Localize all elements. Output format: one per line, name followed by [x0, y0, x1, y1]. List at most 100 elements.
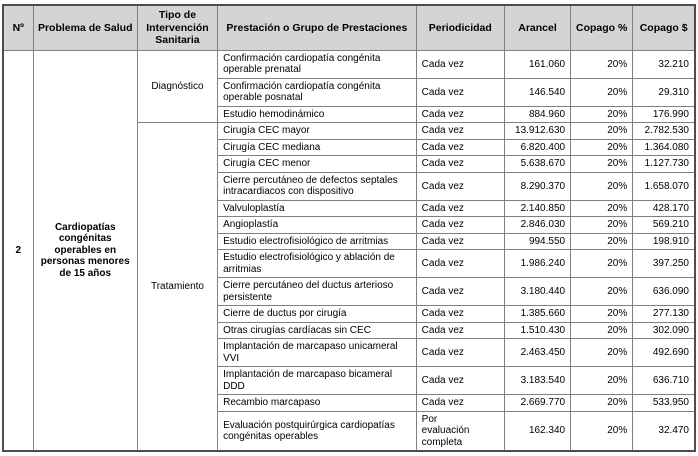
cell-arancel: 1.385.660 — [503, 305, 572, 323]
cell-prestacion: Estudio electrofisiológico de arritmias — [217, 232, 417, 251]
table-row: Evaluación postquirúrgica cardiopatías c… — [3, 410, 696, 452]
cell-periodicidad: Cada vez — [415, 338, 505, 368]
cell-periodicidad: Cada vez — [415, 366, 505, 396]
col-header-tipo: Tipo de Intervención Sanitaria — [136, 4, 219, 51]
table-row: Implantación de marcapaso unicameral VVI… — [3, 338, 696, 368]
cell-periodicidad-text: Cada vez — [421, 202, 464, 214]
cell-periodicidad: Cada vez — [415, 105, 505, 124]
cell-copago-pct: 20% — [570, 305, 634, 323]
cell-arancel: 2.846.030 — [503, 216, 572, 234]
cell-periodicidad-text: Cada vez — [421, 258, 464, 270]
cell-periodicidad: Cada vez — [415, 138, 505, 157]
cell-periodicidad: Cada vez — [415, 216, 505, 234]
cell-copago-pct: 20% — [570, 394, 634, 412]
cell-copago-amt: 176.990 — [632, 105, 696, 124]
cell-periodicidad-text: Cada vez — [421, 397, 464, 409]
cell-copago-amt: 492.690 — [632, 338, 696, 368]
cell-arancel: 146.540 — [503, 77, 572, 107]
cell-copago-amt: 1.658.070 — [632, 171, 696, 201]
cell-periodicidad-text: Cada vez — [421, 180, 464, 192]
table-row: Implantación de marcapaso bicameral DDD C… — [3, 366, 696, 396]
cell-periodicidad-text: Cada vez — [421, 347, 464, 359]
cell-arancel: 161.060 — [503, 49, 572, 79]
table-row: Angioplastía Cada vez 2.846.030 20% 569.210 — [3, 216, 696, 234]
cell-arancel: 884.960 — [503, 105, 572, 124]
table-body: 2 Cardiopatías congénitas operables en pe… — [2, 49, 696, 452]
cell-arancel: 994.550 — [503, 232, 572, 251]
cell-arancel: 6.820.400 — [503, 138, 572, 157]
cell-periodicidad: Cada vez — [415, 49, 505, 79]
cell-periodicidad: Cada vez — [415, 199, 505, 218]
col-header-copago-amt: Copago $ — [632, 4, 696, 51]
col-header-copago-pct: Copago % — [570, 4, 634, 51]
cell-periodicidad: Cada vez — [415, 122, 505, 140]
cell-arancel: 3.183.540 — [503, 366, 572, 396]
cell-periodicidad: Cada vez — [415, 277, 505, 307]
cell-prestacion: Estudio hemodinámico — [217, 105, 417, 124]
cell-copago-pct: 20% — [570, 338, 634, 368]
cell-copago-pct: 20% — [570, 277, 634, 307]
cell-periodicidad-text: Cada vez — [421, 235, 464, 247]
cell-copago-amt: 569.210 — [632, 216, 696, 234]
cell-prestacion: Implantación de marcapaso unicameral VVI — [217, 338, 417, 368]
cell-prestacion: Cierre de ductus por cirugía — [217, 305, 417, 323]
cell-arancel: 162.340 — [503, 410, 572, 452]
benefits-table: Nº Problema de Salud Tipo de Intervenció… — [2, 4, 696, 453]
cell-periodicidad-text: Cada vez — [421, 158, 464, 170]
cell-prestacion: Estudio electrofisiológico y ablación de… — [217, 249, 417, 279]
cell-periodicidad: Cada vez — [415, 232, 505, 251]
cell-arancel: 1.510.430 — [503, 321, 572, 340]
header-row: Nº Problema de Salud Tipo de Intervenció… — [2, 4, 696, 51]
cell-prestacion: Implantación de marcapaso bicameral DDD — [217, 366, 417, 396]
cell-periodicidad: Por evaluación completa — [415, 410, 505, 452]
col-header-periodicidad: Periodicidad — [415, 4, 505, 51]
table-row: Cirugía CEC mediana Cada vez 6.820.400 20% 1… — [3, 138, 696, 157]
cell-copago-amt: 302.090 — [632, 321, 696, 340]
table-row: Estudio electrofisiológico de arritmias C… — [3, 232, 696, 251]
cell-copago-pct: 20% — [570, 138, 634, 157]
cell-arancel: 2.669.770 — [503, 394, 572, 412]
cell-copago-pct: 20% — [570, 77, 634, 107]
cell-prestacion: Cierre percutáneo de defectos septales i… — [217, 171, 417, 201]
cell-copago-pct: 20% — [570, 49, 634, 79]
cell-periodicidad: Cada vez — [415, 171, 505, 201]
cell-copago-pct: 20% — [570, 199, 634, 218]
cell-periodicidad-text: Cada vez — [421, 86, 464, 98]
table-header: Nº Problema de Salud Tipo de Intervenció… — [2, 4, 696, 51]
table-row: Recambio marcapaso Cada vez 2.669.770 20% 53… — [3, 394, 696, 412]
cell-copago-amt: 1.364.080 — [632, 138, 696, 157]
cell-periodicidad-text: Cada vez — [421, 141, 464, 153]
cell-prestacion: Cirugía CEC mayor — [217, 122, 417, 140]
cell-copago-pct: 20% — [570, 216, 634, 234]
cell-arancel: 1.986.240 — [503, 249, 572, 279]
cell-periodicidad: Cada vez — [415, 305, 505, 323]
cell-copago-pct: 20% — [570, 155, 634, 173]
cell-copago-pct: 20% — [570, 321, 634, 340]
cell-periodicidad-text: Cada vez — [421, 108, 464, 120]
cell-periodicidad-text: Cada vez — [421, 286, 464, 298]
cell-arancel: 13.912.630 — [503, 122, 572, 140]
table-row: Cierre percutáneo del ductus arterioso p… — [3, 277, 696, 307]
cell-copago-amt: 277.130 — [632, 305, 696, 323]
cell-periodicidad-text: Cada vez — [421, 324, 464, 336]
cell-prestacion: Cirugía CEC menor — [217, 155, 417, 173]
cell-periodicidad: Cada vez — [415, 77, 505, 107]
table-row: 2 Cardiopatías congénitas operables en pe… — [2, 49, 696, 452]
cell-periodicidad: Cada vez — [415, 155, 505, 173]
cell-periodicidad-text: Cada vez — [421, 125, 464, 137]
cell-problem-number: 2 — [2, 49, 34, 452]
table-row: Cirugía CEC menor Cada vez 5.638.670 20% 1.1… — [3, 155, 696, 173]
cell-periodicidad-text: Cada vez — [421, 219, 464, 231]
col-header-problema: Problema de Salud — [32, 4, 138, 51]
table-row: Confirmación cardiopatía congénita opera… — [3, 77, 696, 107]
cell-copago-amt: 397.250 — [632, 249, 696, 279]
cell-periodicidad-text: Cada vez — [421, 58, 464, 70]
cell-arancel: 5.638.670 — [503, 155, 572, 173]
cell-problem-name: Cardiopatías congénitas operables en per… — [32, 49, 138, 452]
cell-copago-pct: 20% — [570, 122, 634, 140]
cell-section-type: Tratamiento — [136, 122, 219, 452]
table-row: Tratamiento Cirugía CEC mayor Cada vez 13.9… — [3, 122, 696, 452]
cell-copago-amt: 1.127.730 — [632, 155, 696, 173]
cell-arancel: 2.463.450 — [503, 338, 572, 368]
cell-periodicidad-text: Cada vez — [421, 375, 464, 387]
